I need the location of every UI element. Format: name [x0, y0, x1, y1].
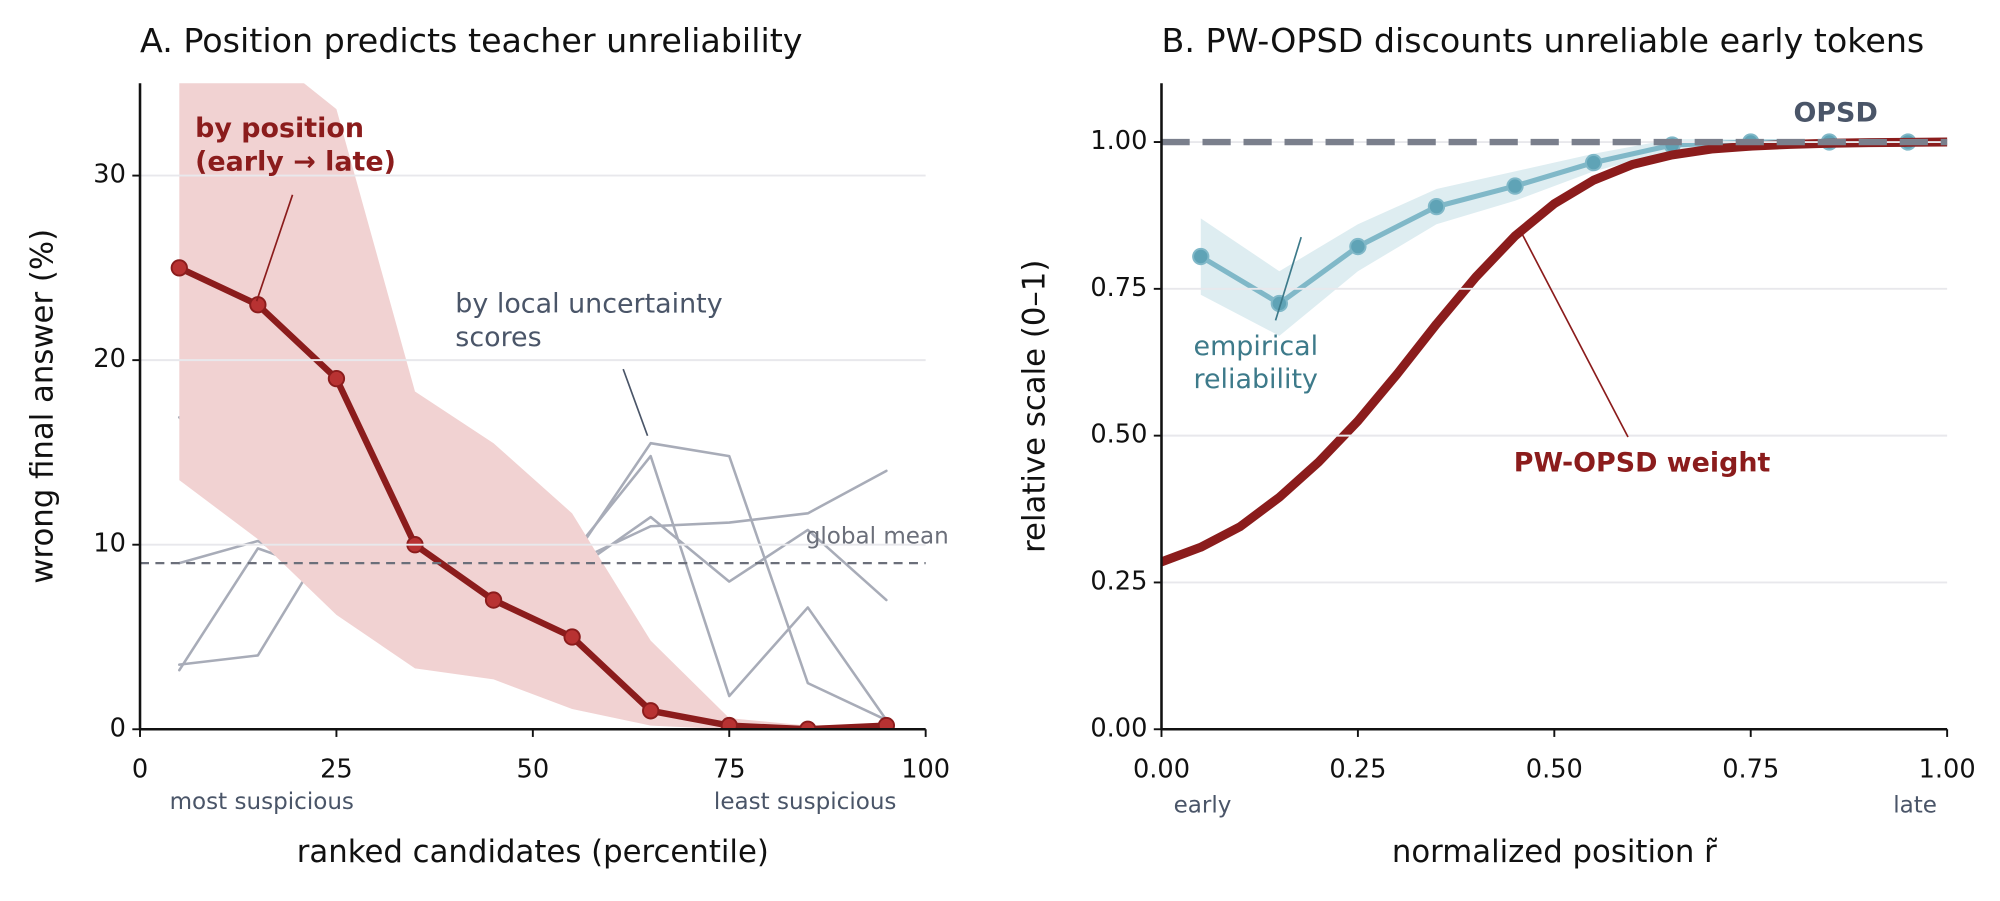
- x-axis-label: ranked candidates (percentile): [297, 834, 769, 870]
- x-axis-label: normalized position r̃: [1392, 834, 1718, 870]
- annotation: by local uncertainty: [455, 289, 722, 320]
- data-line: [1161, 137, 1948, 567]
- axis-note: early: [1174, 793, 1232, 819]
- y-tick-label: 20: [93, 344, 126, 374]
- data-point: [1427, 197, 1446, 216]
- y-tick-label: 1.00: [1090, 126, 1147, 156]
- data-point: [1192, 247, 1210, 266]
- y-tick-label: 0: [110, 713, 126, 743]
- chart-title: A. Position predicts teacher unreliabili…: [140, 21, 802, 60]
- data-line: [176, 264, 890, 730]
- y-axis-label: wrong final answer (%): [24, 229, 60, 584]
- y-tick-label: 30: [93, 160, 126, 190]
- y-tick-label: 0.25: [1090, 566, 1147, 596]
- reference-label: OPSD: [1793, 98, 1877, 129]
- reference-label: global mean: [806, 524, 949, 550]
- x-tick-label: 0.25: [1329, 754, 1386, 784]
- axis-note: most suspicious: [170, 789, 354, 815]
- x-tick-label: 0.00: [1133, 754, 1190, 784]
- annotation: by position: [195, 113, 364, 144]
- x-tick-label: 1.00: [1919, 754, 1976, 784]
- x-tick-label: 25: [320, 754, 353, 784]
- confidence-band: [1200, 139, 1908, 336]
- annotation: scores: [455, 322, 541, 353]
- y-tick-label: 10: [93, 529, 126, 559]
- data-point: [1349, 237, 1367, 256]
- annotation: (early → late): [195, 146, 396, 177]
- data-point: [799, 720, 817, 730]
- data-point: [563, 628, 581, 646]
- data-point: [642, 702, 660, 720]
- annotation-pointer: [1274, 236, 1302, 321]
- x-tick-label: 50: [517, 754, 550, 784]
- data-point: [484, 591, 503, 609]
- x-tick-label: 0: [132, 754, 148, 784]
- annotation: reliability: [1194, 364, 1319, 395]
- axis-note: late: [1893, 793, 1937, 819]
- annotation-pointer: [1518, 227, 1629, 438]
- data-point: [720, 716, 738, 730]
- data-point: [1584, 153, 1603, 172]
- x-tick-label: 75: [713, 754, 746, 784]
- y-tick-label: 0.00: [1090, 713, 1147, 743]
- data-point: [170, 259, 188, 277]
- annotation: PW-OPSD weight: [1514, 447, 1771, 478]
- y-tick-label: 0.50: [1090, 420, 1147, 450]
- annotation: empirical: [1194, 331, 1319, 362]
- x-tick-label: 0.50: [1526, 754, 1583, 784]
- y-axis-label: relative scale (0–1): [1016, 260, 1052, 553]
- y-tick-label: 0.75: [1090, 273, 1147, 303]
- x-tick-label: 100: [901, 754, 950, 784]
- annotation-pointer: [255, 194, 294, 302]
- data-point: [877, 716, 896, 730]
- annotation-pointer: [622, 368, 649, 437]
- data-point: [1270, 294, 1288, 313]
- data-point: [327, 369, 346, 388]
- data-point: [1506, 177, 1524, 195]
- axis-note: least suspicious: [714, 789, 897, 815]
- x-tick-label: 0.75: [1722, 754, 1779, 784]
- confidence-band: [179, 83, 887, 730]
- chart-title: B. PW-OPSD discounts unreliable early to…: [1161, 21, 1924, 60]
